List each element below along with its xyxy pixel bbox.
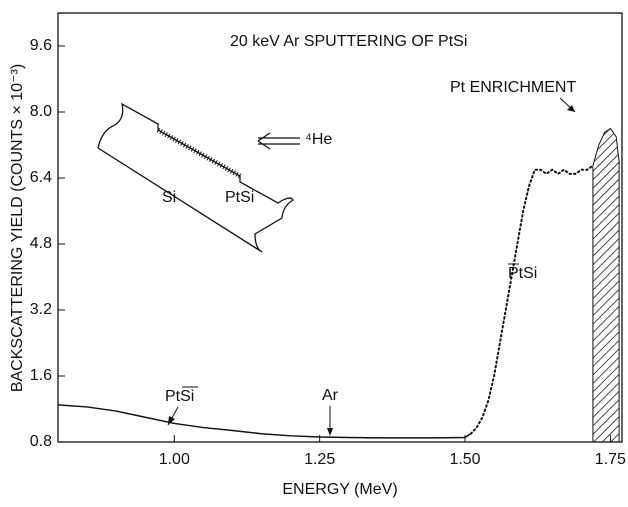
arrow-head <box>567 105 575 112</box>
data-line <box>469 164 594 435</box>
y-tick-label: 0.8 <box>30 433 52 450</box>
y-tick-label: 3.2 <box>30 301 52 318</box>
annotation: Pt ENRICHMENT <box>450 79 576 96</box>
y-tick-label: 6.4 <box>30 169 52 186</box>
inset-diagram <box>97 102 300 253</box>
annotation: Ar <box>322 387 339 404</box>
x-tick-label: 1.00 <box>159 451 190 468</box>
data-line <box>57 404 472 439</box>
annotation: PtSi <box>165 388 194 405</box>
x-tick-label: 1.75 <box>595 451 626 468</box>
y-tick-label: 9.6 <box>30 37 52 54</box>
inset-label: ⁴He <box>305 131 332 148</box>
inset-label: PtSi <box>225 189 254 206</box>
x-axis-label: ENERGY (MeV) <box>282 481 397 498</box>
chart-title: 20 keV Ar SPUTTERING OF PtSi <box>230 33 467 50</box>
inset-label: Si <box>162 189 176 206</box>
arrow-head <box>327 428 333 436</box>
x-tick-label: 1.50 <box>449 451 480 468</box>
x-tick-label: 1.25 <box>304 451 335 468</box>
y-axis-label: BACKSCATTERING YIELD (COUNTS × 10⁻³) <box>9 64 26 392</box>
hatched-area <box>592 127 620 443</box>
y-tick-label: 1.6 <box>30 367 52 384</box>
y-tick-label: 4.8 <box>30 235 52 252</box>
y-tick-label: 8.0 <box>30 103 52 120</box>
annotation: PtSi <box>508 265 537 282</box>
plot-frame <box>57 12 623 443</box>
